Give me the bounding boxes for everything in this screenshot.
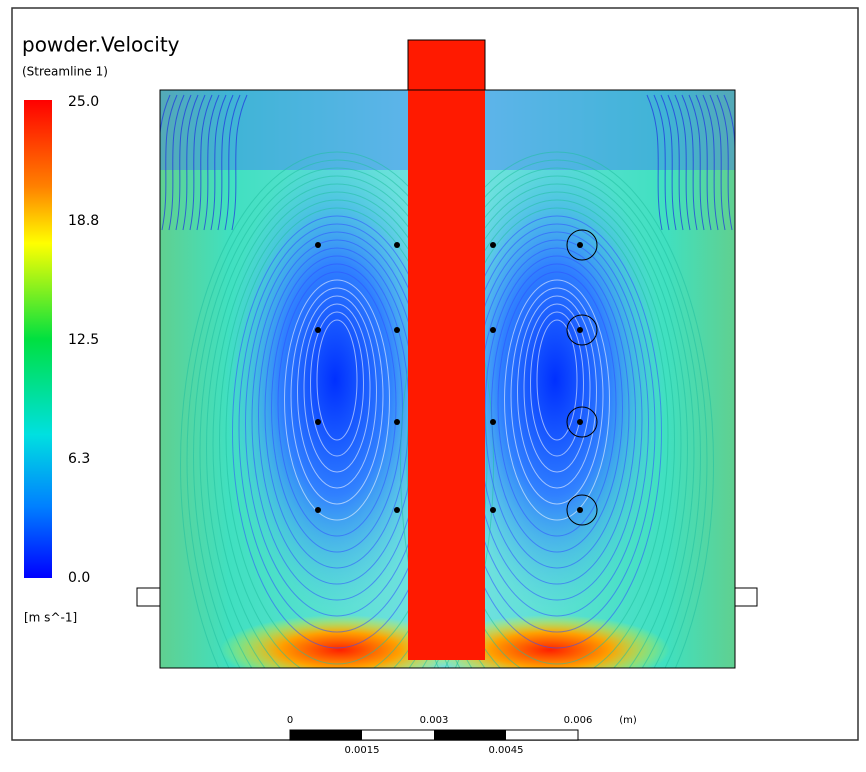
streamline [160,94,171,231]
colorbar-labels: 25.0 18.8 12.5 6.3 0.0 [68,94,99,586]
streamline [182,94,199,231]
streamline [667,94,684,231]
marker [394,242,400,248]
marker [577,327,583,333]
streamline [723,94,735,231]
streamline [186,159,488,668]
streamline [702,94,719,231]
streamline [231,94,248,231]
streamline [716,94,733,231]
streamline [196,94,213,231]
colorbar [24,100,52,578]
streamline [161,94,178,231]
marker-ring [566,494,598,526]
colorbar-label: 18.8 [68,213,99,229]
title: powder.Velocity [22,33,180,57]
inlet [136,587,161,607]
streamline [688,94,705,231]
streamline [646,94,663,231]
streamline [406,159,708,668]
marker [490,507,496,513]
streamline [210,94,227,231]
streamline [491,263,623,553]
jet [408,40,485,660]
marker [577,507,583,513]
streamline [497,271,617,537]
streamline [536,319,578,441]
streamline [653,94,670,231]
streamline [316,319,358,441]
marker-ring [566,229,598,261]
marker [577,419,583,425]
streamline [224,94,241,231]
streamline [510,287,604,505]
scale-label: 0.003 [420,715,449,726]
marker-ring [566,406,598,438]
marker [394,327,400,333]
streamline [168,94,185,231]
vortex [445,150,665,610]
scale-label: 0.0045 [489,745,524,756]
marker [394,419,400,425]
streamline [189,94,206,231]
marker [490,327,496,333]
scale-bar [434,730,506,740]
streamline [523,303,591,473]
scale-label: 0.006 [564,715,593,726]
vortex [225,150,445,610]
markers [315,229,598,526]
streamline [175,94,192,231]
scale-bar [290,730,362,740]
marker [577,242,583,248]
streamline [284,279,390,521]
streamline [674,94,691,231]
streamline [203,94,220,231]
streamline [504,279,610,521]
inlet [734,587,758,607]
streamline [277,271,397,537]
marker [490,242,496,248]
streamline [180,151,494,668]
scale-label: (m) [619,715,637,726]
unit: [m s^-1] [24,611,77,625]
marker [315,242,321,248]
streamline [217,94,234,231]
colorbar-label: 0.0 [68,570,90,586]
streamline [303,303,371,473]
scale-label: 0 [287,715,293,726]
streamline [530,311,584,457]
scale-labels: 0 0.003 0.006 (m) 0.0015 0.0045 [287,715,637,756]
colorbar-label: 6.3 [68,451,90,467]
marker [315,327,321,333]
colorbar-label: 12.5 [68,332,99,348]
colorbar-label: 25.0 [68,94,99,110]
streamline [660,94,677,231]
streamline [695,94,712,231]
streamline [297,295,377,489]
scale-label: 0.0015 [345,745,380,756]
subtitle: (Streamline 1) [22,65,108,79]
streamline [517,295,597,489]
marker [394,507,400,513]
nozzle [407,39,486,91]
streamline [400,151,714,668]
marker [315,419,321,425]
marker-ring [566,314,598,346]
marker [490,419,496,425]
streamline [290,287,384,505]
streamline [271,263,403,553]
streamline [310,311,364,457]
streamline [681,94,698,231]
marker [315,507,321,513]
streamline [709,94,726,231]
